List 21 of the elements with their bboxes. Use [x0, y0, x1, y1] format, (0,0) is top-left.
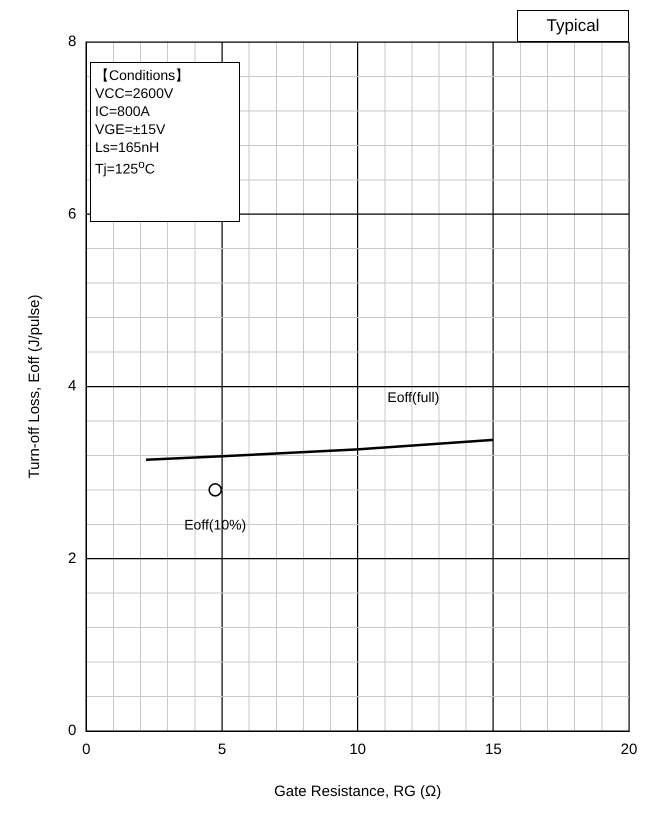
- x-tick-label: 15: [484, 741, 502, 758]
- annotation: 【Conditions】: [95, 66, 190, 84]
- annotation: IC=800A: [95, 102, 151, 120]
- y-tick-label: 2: [68, 550, 76, 567]
- annotation: Ls=165nH: [95, 138, 160, 156]
- chart-title: Typical: [517, 10, 629, 42]
- annotation: Tj=125$^{o}$C: [95, 157, 156, 178]
- y-axis-title: Turn-off Loss, Eoff (J/pulse): [26, 294, 44, 478]
- x-tick-label: 10: [349, 741, 366, 758]
- text: Eoff(10%): [184, 516, 246, 533]
- y-tick-label: 8: [68, 33, 76, 50]
- y-tick-label: 6: [68, 205, 76, 222]
- y-tick-label: 0: [68, 722, 76, 740]
- annotation: VCC=2600V: [95, 84, 174, 102]
- x-tick-label: 0: [82, 741, 91, 758]
- text: Eoff(full): [387, 388, 440, 405]
- y-tick-label: 4: [68, 378, 76, 395]
- x-tick-label: 5: [218, 741, 226, 758]
- annotation: VGE=±15V: [95, 120, 166, 138]
- x-tick-label: 20: [620, 741, 638, 758]
- x-axis-title: Gate Resistance, RG (Ω): [274, 783, 442, 800]
